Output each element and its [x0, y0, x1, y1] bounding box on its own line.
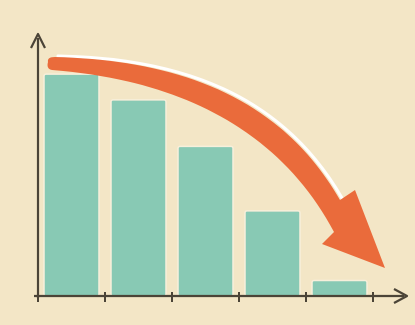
bar-1	[44, 74, 99, 296]
bar-3	[178, 146, 233, 296]
bar-5	[312, 281, 367, 296]
bar-4	[245, 211, 300, 296]
bar-2	[111, 100, 166, 296]
